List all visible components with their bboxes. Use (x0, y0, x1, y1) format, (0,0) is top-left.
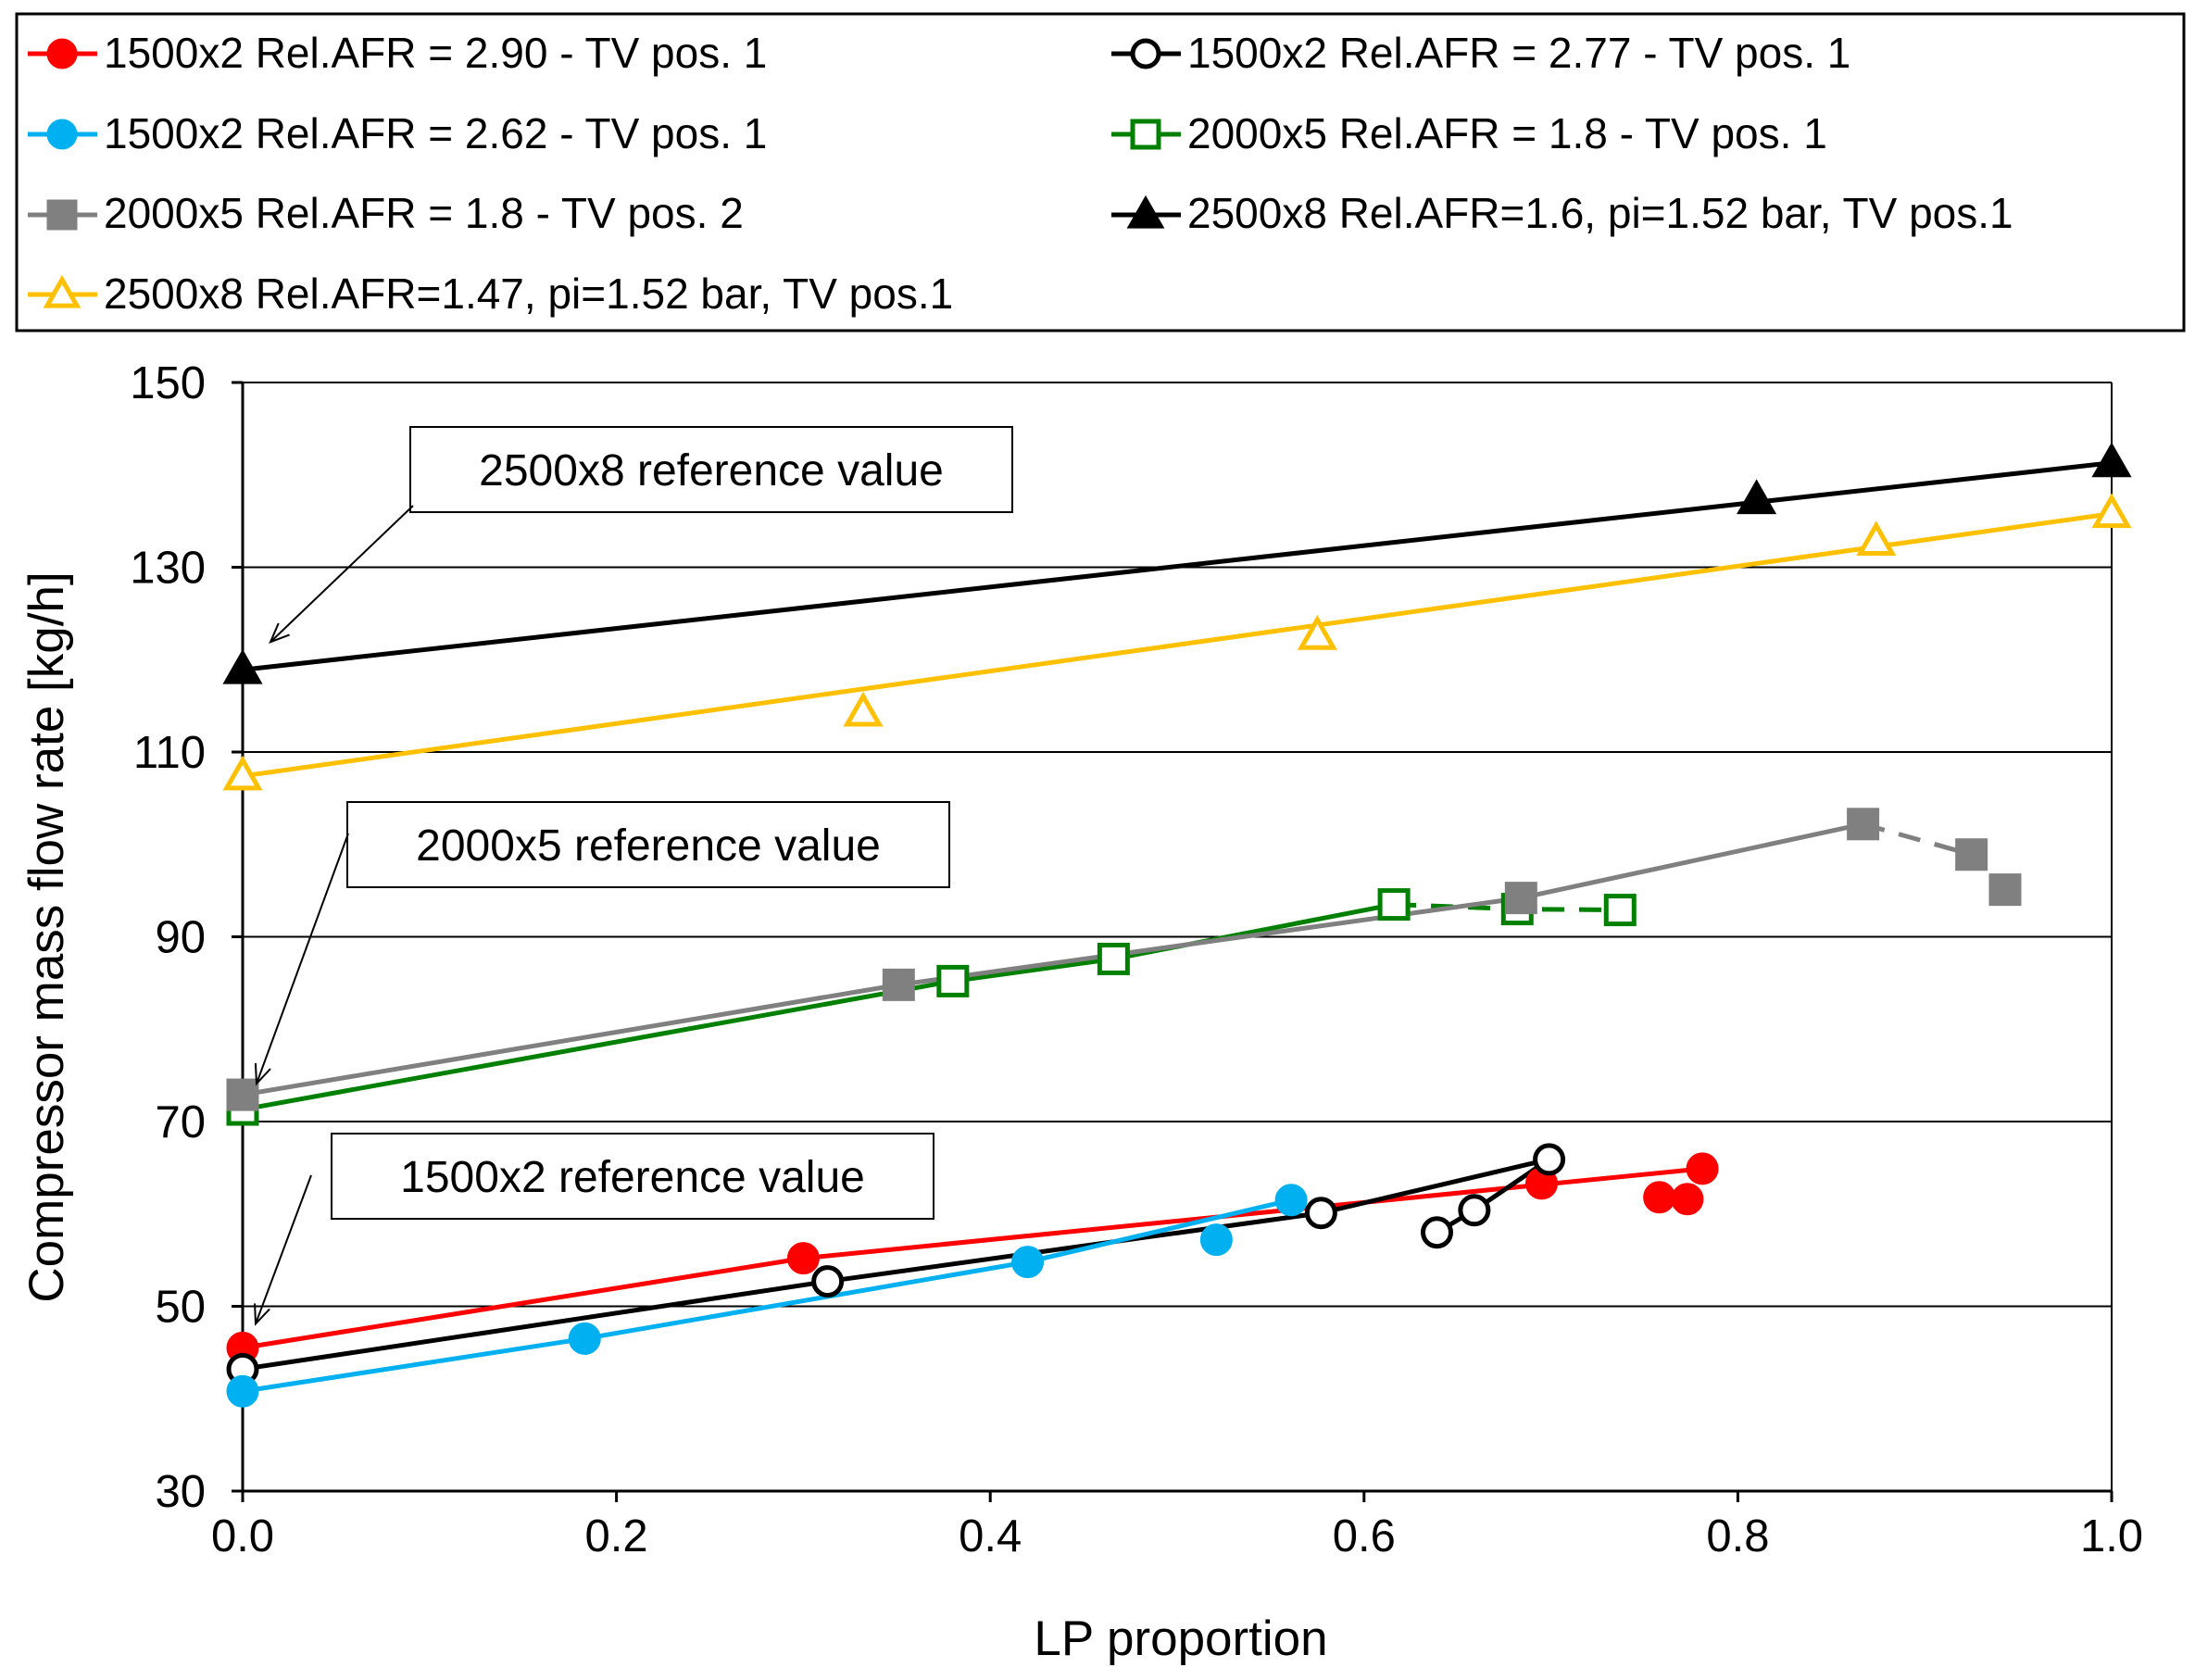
arrow-2500x8-reference-head (269, 622, 290, 644)
annotations: 2500x8 reference value 2000x5 reference … (331, 426, 1013, 1220)
legend-label-2: 1500x2 Rel.AFR = 2.77 - TV pos. 1 (1187, 29, 1850, 77)
legend-swatch-marker (46, 38, 78, 69)
series-4-point (936, 964, 970, 997)
series-5-line (1518, 821, 1866, 901)
y-tick-label: 50 (155, 1283, 206, 1333)
x-tick-label: 0.6 (1333, 1511, 1396, 1561)
series-3-point (1199, 1223, 1233, 1257)
legend-box (15, 12, 2186, 332)
series-2-point (1304, 1197, 1337, 1230)
series-1-point (1686, 1152, 1719, 1185)
series-6-point (2091, 442, 2132, 478)
series-4-point (1097, 942, 1130, 975)
series-5-line (896, 896, 1524, 987)
legend-label-4: 2000x5 Rel.AFR = 1.8 - TV pos. 1 (1187, 109, 1827, 157)
series-lines (240, 460, 2114, 1394)
y-tick-label: 70 (155, 1097, 206, 1147)
series-3-point (226, 1374, 259, 1408)
series-1-line (240, 1256, 806, 1350)
legend-swatch-marker (1130, 119, 1161, 150)
series-3-line (582, 1260, 1031, 1341)
y-tick-labels: 30 50 70 90 110 130 150 (130, 358, 206, 1517)
series-5-point (226, 1078, 259, 1111)
x-tick-label: 0.2 (585, 1511, 648, 1561)
x-tick-label: 1.0 (2080, 1511, 2143, 1561)
x-tick-labels: 0.0 0.2 0.4 0.6 0.8 1.0 (211, 1511, 2143, 1561)
annotation-1500x2-reference: 1500x2 reference value (400, 1153, 865, 1202)
y-tick-label: 110 (133, 728, 206, 778)
series-5-point (1504, 882, 1537, 915)
axes (232, 381, 2113, 1502)
legend-label-3: 1500x2 Rel.AFR = 2.62 - TV pos. 1 (104, 109, 767, 157)
series-3-point (1274, 1184, 1308, 1217)
annotation-2000x5-reference: 2000x5 reference value (416, 821, 881, 871)
series-2-point (1458, 1194, 1491, 1227)
series-3-point (1011, 1246, 1045, 1279)
series-3-line (1025, 1197, 1294, 1265)
legend: 1500x2 Rel.AFR = 2.90 - TV pos. 1 1500x2… (104, 29, 2013, 318)
series-5-point (1988, 873, 2022, 907)
series-7-point (222, 755, 263, 791)
series-7-point (2091, 493, 2132, 529)
series-3-line (240, 1335, 587, 1394)
series-5-point (882, 968, 915, 1001)
legend-swatch-marker (43, 274, 82, 308)
series-2-line (1318, 1157, 1552, 1216)
annotation-box-2000x5 (346, 801, 950, 888)
arrow-2000x5-reference-head (254, 1063, 271, 1086)
series-5-point (1955, 838, 1988, 871)
gridlines (243, 382, 2112, 1308)
legend-label-5: 2000x5 Rel.AFR = 1.8 - TV pos. 2 (104, 189, 744, 237)
legend-swatches (28, 38, 1181, 308)
annotation-arrows (254, 505, 414, 1326)
series-4-point (1603, 894, 1637, 927)
series-2-point (1533, 1143, 1566, 1176)
legend-label-1: 1500x2 Rel.AFR = 2.90 - TV pos. 1 (104, 29, 767, 77)
series-7-line (240, 511, 2114, 779)
series-2-line (825, 1210, 1323, 1285)
x-tick-label: 0.0 (211, 1511, 274, 1561)
arrow-1500x2-reference (255, 1174, 312, 1324)
x-tick-label: 0.8 (1706, 1511, 1769, 1561)
legend-swatch-marker (46, 199, 78, 231)
y-tick-label: 30 (155, 1467, 206, 1517)
series-5-point (1847, 808, 1880, 841)
series-3-point (568, 1322, 601, 1355)
series-1-point (1671, 1183, 1704, 1216)
series-2-line (240, 1279, 831, 1372)
legend-swatch-marker (1126, 194, 1165, 229)
series-7-point (843, 691, 884, 727)
series-1-point (1643, 1181, 1676, 1214)
legend-label-6: 2500x8 Rel.AFR=1.6, pi=1.52 bar, TV pos.… (1187, 189, 2013, 237)
arrow-2000x5-reference (256, 833, 349, 1084)
series-2-point (1421, 1216, 1454, 1249)
annotation-box-1500x2 (331, 1133, 934, 1220)
arrow-2500x8-reference (270, 505, 414, 643)
series-4-line (950, 956, 1116, 984)
y-axis-title: Compressor mass flow rate [kg/h] (19, 571, 74, 1302)
series-5-line (240, 982, 901, 1097)
series-4-line (240, 978, 956, 1112)
legend-label-7: 2500x8 Rel.AFR=1.47, pi=1.52 bar, TV pos… (104, 270, 953, 318)
arrow-1500x2-reference-head (254, 1303, 270, 1326)
annotation-2500x8-reference: 2500x8 reference value (479, 446, 944, 495)
y-tick-label: 150 (130, 358, 206, 408)
series-1-point (786, 1242, 820, 1275)
series-markers (222, 442, 2132, 1408)
series-6-point (1737, 479, 1777, 515)
y-tick-label: 130 (130, 544, 206, 594)
series-2-point (811, 1265, 845, 1298)
series-7-point (1856, 520, 1897, 557)
legend-swatch-marker (1130, 38, 1161, 69)
annotation-box-2500x8 (409, 426, 1013, 513)
legend-swatch-marker (46, 119, 78, 150)
series-7-point (1297, 615, 1337, 650)
series-4-point (1377, 888, 1411, 921)
series-6-point (222, 648, 263, 684)
series-6-line (240, 460, 2114, 672)
x-tick-label: 0.4 (959, 1511, 1022, 1561)
x-axis-title: LP proportion (1034, 1611, 1327, 1666)
y-tick-label: 90 (155, 913, 206, 963)
